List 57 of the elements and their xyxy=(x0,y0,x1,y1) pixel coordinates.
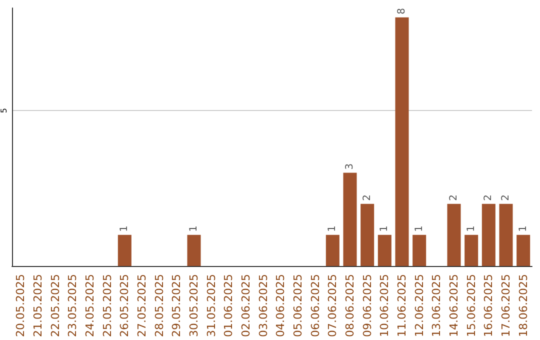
x-tick-label: 22.05.2025 xyxy=(48,274,62,338)
x-tick-label: 30.05.2025 xyxy=(188,274,200,338)
bar xyxy=(360,204,374,266)
bar xyxy=(118,234,132,266)
x-tick-label: 12.06.2025 xyxy=(412,274,426,338)
data-label: 2 xyxy=(483,194,494,201)
data-label: 2 xyxy=(448,194,460,201)
bar xyxy=(378,234,392,266)
y-tick-label: 5 xyxy=(0,108,8,114)
data-label: 2 xyxy=(500,194,512,201)
bar xyxy=(447,204,461,266)
x-tick-label: 23.05.2025 xyxy=(66,274,80,338)
data-label: 8 xyxy=(396,8,408,14)
x-tick-label: 08.06.2025 xyxy=(344,274,356,338)
x-tick-label: 16.06.2025 xyxy=(482,274,496,338)
x-tick-label: 17.06.2025 xyxy=(500,274,512,338)
x-tick-label: 03.06.2025 xyxy=(256,274,270,338)
x-tick-label: 27.05.2025 xyxy=(136,274,148,338)
data-label: 1 xyxy=(518,226,529,232)
data-label: 1 xyxy=(188,226,200,232)
bar xyxy=(395,17,409,266)
bar xyxy=(499,204,513,266)
bar xyxy=(343,172,357,266)
data-label: 1 xyxy=(327,226,338,232)
data-label: 1 xyxy=(414,226,425,232)
bar xyxy=(326,234,340,266)
x-tick-label: 21.05.2025 xyxy=(32,274,44,338)
x-tick-label: 25.05.2025 xyxy=(100,274,114,338)
x-tick-label: 15.06.2025 xyxy=(464,274,478,338)
x-tick-label: 10.06.2025 xyxy=(378,274,392,338)
x-tick-label: 05.06.2025 xyxy=(292,274,304,338)
x-tick-label: 18.06.2025 xyxy=(516,274,530,338)
x-tick-label: 09.06.2025 xyxy=(360,274,374,338)
data-label: 3 xyxy=(344,163,356,170)
bar xyxy=(464,234,478,266)
x-tick-label: 31.05.2025 xyxy=(204,274,218,338)
bar xyxy=(482,204,496,266)
x-tick-label: 26.05.2025 xyxy=(118,274,132,338)
data-label: 1 xyxy=(119,226,130,232)
data-label: 2 xyxy=(362,194,373,201)
data-label: 1 xyxy=(379,226,390,232)
x-tick-label: 29.05.2025 xyxy=(170,274,184,338)
x-tick-label: 02.06.2025 xyxy=(240,274,252,338)
x-tick-label: 24.05.2025 xyxy=(84,274,96,338)
x-tick-label: 28.05.2025 xyxy=(152,274,166,338)
x-tick-label: 01.06.2025 xyxy=(222,274,236,338)
bar xyxy=(412,234,426,266)
x-tick-label: 13.06.2025 xyxy=(430,274,444,338)
x-tick-label: 04.06.2025 xyxy=(274,274,288,338)
x-tick-label: 06.06.2025 xyxy=(308,274,322,338)
x-tick-label: 20.05.2025 xyxy=(14,274,28,338)
x-tick-label: 07.06.2025 xyxy=(326,274,340,338)
bar xyxy=(187,234,201,266)
x-tick-label: 14.06.2025 xyxy=(448,274,460,338)
data-label: 1 xyxy=(466,226,477,232)
x-tick-label: 11.06.2025 xyxy=(396,274,408,338)
bar xyxy=(516,234,530,266)
